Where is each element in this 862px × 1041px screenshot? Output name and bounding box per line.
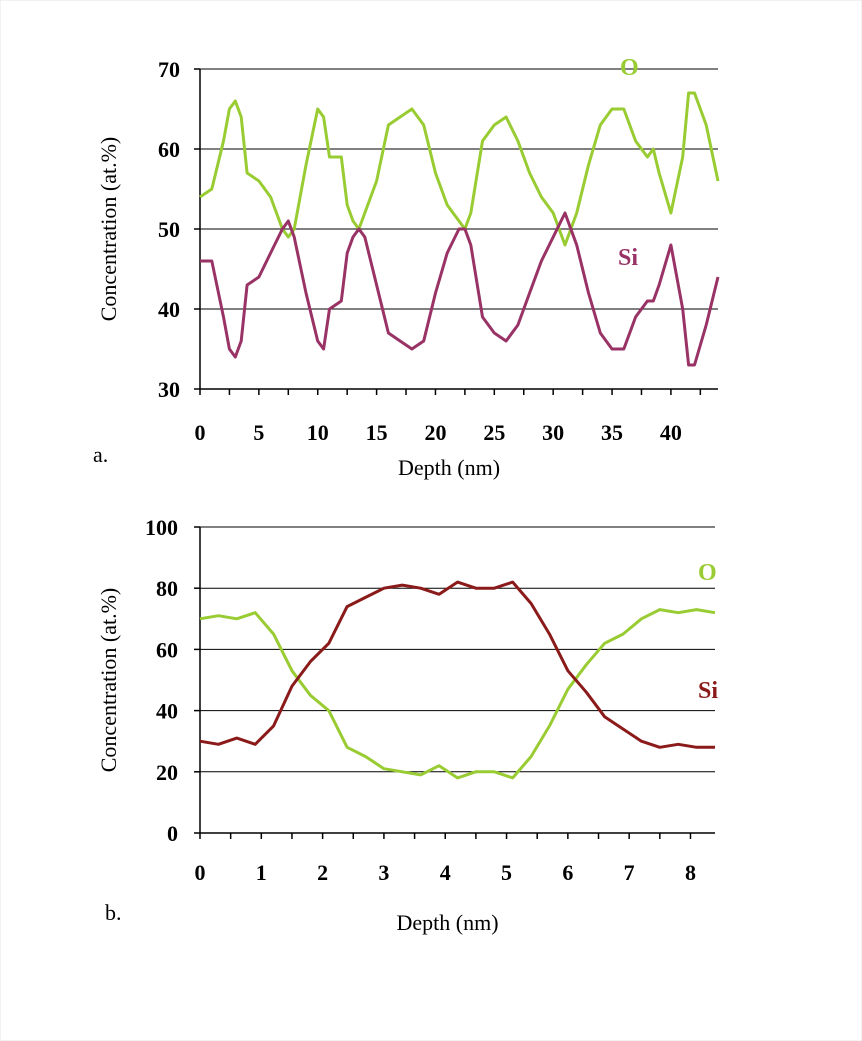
x-tick-label: 5 (253, 420, 264, 445)
x-tick-label: 4 (440, 860, 451, 885)
x-tick-label: 8 (685, 860, 696, 885)
y-tick-label: 60 (156, 637, 178, 662)
y-tick-label: 70 (158, 57, 180, 82)
y-axis-title: Concentration (at.%) (96, 588, 121, 773)
x-tick-label: 7 (624, 860, 635, 885)
x-tick-label: 20 (424, 420, 446, 445)
series-line-o (199, 608, 716, 780)
panel-b: 0 20 40 60 80 100 0 1 2 3 4 5 6 7 8 Depth (nm) Concentra… (96, 515, 718, 935)
y-tick-label: 0 (167, 821, 178, 846)
x-tick-label: 25 (483, 420, 505, 445)
y-tick-label: 50 (158, 217, 180, 242)
x-tick-label: 3 (378, 860, 389, 885)
panel-label: a. (93, 442, 108, 467)
y-tick-label: 60 (158, 137, 180, 162)
y-tick-label: 30 (158, 377, 180, 402)
x-tick-label: 1 (256, 860, 267, 885)
panel-a: 30 40 50 60 70 0 5 10 15 20 25 30 35 40 Depth (nm) Conc… (93, 55, 720, 480)
series-line-o (199, 91, 720, 247)
series-line-si (200, 211, 720, 367)
x-tick-label: 5 (501, 860, 512, 885)
series-label-o: O (698, 560, 717, 586)
x-tick-label: 15 (366, 420, 388, 445)
x-tick-label: 6 (562, 860, 573, 885)
series-label-si: Si (618, 245, 638, 271)
series-label-si: Si (698, 678, 718, 704)
y-tick-label: 40 (158, 297, 180, 322)
y-tick-label: 100 (145, 515, 178, 540)
x-tick-label: 10 (307, 420, 329, 445)
x-tick-label: 30 (542, 420, 564, 445)
series-label-o: O (620, 55, 639, 81)
y-tick-label: 80 (156, 576, 178, 601)
x-axis-title: Depth (nm) (398, 455, 500, 480)
x-tick-label: 0 (195, 420, 206, 445)
y-axis-title: Concentration (at.%) (96, 137, 121, 322)
x-axis-title: Depth (nm) (396, 910, 498, 935)
x-tick-label: 40 (660, 420, 682, 445)
series-line-si (199, 580, 715, 749)
panel-label: b. (105, 900, 122, 925)
y-tick-label: 40 (156, 699, 178, 724)
y-tick-label: 20 (156, 760, 178, 785)
x-tick-label: 35 (601, 420, 623, 445)
x-tick-label: 0 (195, 860, 206, 885)
x-tick-label: 2 (317, 860, 328, 885)
